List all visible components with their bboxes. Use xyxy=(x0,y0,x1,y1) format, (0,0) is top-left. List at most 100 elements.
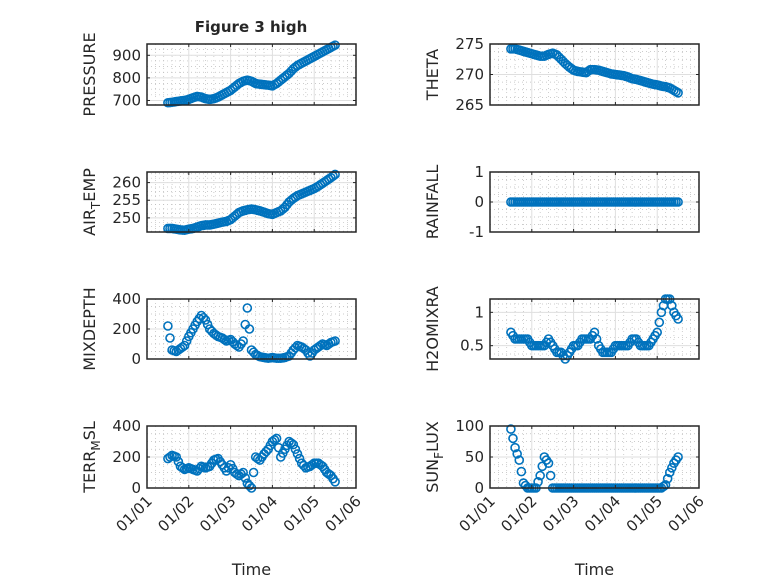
x-tick-label: 01/03 xyxy=(539,492,582,535)
data-point xyxy=(673,314,683,324)
data-point xyxy=(673,452,683,462)
y-tick-label: 400 xyxy=(112,290,141,308)
series-sun_flux xyxy=(506,424,683,493)
x-tick-label: 01/03 xyxy=(196,492,239,535)
y-axis-label: PRESSURE xyxy=(80,32,99,116)
y-tick-label: 700 xyxy=(112,91,141,109)
data-point xyxy=(232,469,242,479)
series-rainfall xyxy=(506,197,683,207)
data-point xyxy=(240,473,251,483)
y-axis-label: MIXDEPTH xyxy=(80,287,99,370)
y-tick-label: 1 xyxy=(474,163,484,181)
subplot-theta: 265 270 275 THETA xyxy=(423,35,700,114)
axes-box xyxy=(146,43,357,106)
data-point xyxy=(658,481,669,492)
data-point xyxy=(514,455,525,465)
data-point xyxy=(248,467,259,478)
subplot-rainfall: -1 0 1 RAINFALL xyxy=(423,163,700,241)
x-tick-label: 01/04 xyxy=(238,492,281,535)
data-point xyxy=(165,452,175,462)
y-tick-label: 800 xyxy=(112,69,141,87)
data-point xyxy=(543,458,554,469)
y-tick-label: 0.5 xyxy=(460,337,484,355)
data-point xyxy=(330,169,340,180)
x-tick-label: 01/06 xyxy=(322,492,365,535)
data-point xyxy=(290,444,301,455)
series-pressure xyxy=(163,40,340,108)
x-tick-label: 01/02 xyxy=(497,492,540,535)
series-theta xyxy=(506,44,683,98)
subplot-h2omixra: 0.5 1 H2OMIXRA xyxy=(423,286,700,372)
data-point xyxy=(508,433,518,444)
y-axis-label: THETA xyxy=(423,49,442,101)
data-point xyxy=(652,327,663,338)
data-point xyxy=(516,466,527,477)
data-point xyxy=(232,340,242,351)
data-point xyxy=(660,480,671,490)
subplot-terr_msl: 0 200 400 TERRMSL 01/0101/0201/0301/0401/050… xyxy=(80,417,365,579)
data-point xyxy=(330,40,340,50)
y-tick-label: 0 xyxy=(131,479,141,497)
y-axis-label: H2OMIXRA xyxy=(423,286,442,372)
x-axis-label: Time xyxy=(574,560,614,579)
axes-box xyxy=(146,171,357,233)
y-tick-label: 0 xyxy=(474,479,484,497)
data-point xyxy=(535,470,545,481)
data-point xyxy=(171,452,182,462)
x-tick-label: 01/04 xyxy=(581,492,624,535)
data-point xyxy=(165,333,175,343)
y-tick-label: 200 xyxy=(112,448,141,466)
y-tick-label: 0 xyxy=(474,193,484,211)
data-point xyxy=(545,470,556,481)
series-terr_msl xyxy=(163,433,340,493)
y-tick-label: 255 xyxy=(112,191,141,209)
subplot-pressure: 700 800 900 PRESSURE xyxy=(80,32,357,117)
data-point xyxy=(238,467,248,478)
data-point xyxy=(662,473,673,484)
y-tick-label: 50 xyxy=(465,448,484,466)
data-point xyxy=(294,453,305,464)
data-point xyxy=(242,303,253,313)
data-point xyxy=(673,88,683,98)
subplot-mixdepth: 0 200 400 MIXDEPTH xyxy=(80,287,357,371)
data-point xyxy=(510,442,520,453)
data-point xyxy=(200,315,211,325)
y-tick-label: 200 xyxy=(112,320,141,338)
x-axis-label: Time xyxy=(231,560,271,579)
data-point xyxy=(269,435,280,445)
data-point xyxy=(506,424,516,434)
x-tick-label: 01/05 xyxy=(280,492,323,535)
figure-title: Figure 3 high xyxy=(195,18,308,36)
y-tick-label: 265 xyxy=(455,96,484,114)
data-point xyxy=(202,319,213,330)
data-point xyxy=(244,324,255,334)
y-tick-label: 260 xyxy=(112,174,141,192)
data-point xyxy=(252,453,263,464)
data-point xyxy=(271,433,282,444)
data-point xyxy=(219,334,230,345)
y-tick-label: 400 xyxy=(112,417,141,435)
y-tick-label: 0 xyxy=(131,350,141,368)
series-h2omixra xyxy=(506,294,683,364)
data-point xyxy=(244,480,255,491)
y-tick-label: 275 xyxy=(455,35,484,53)
axes-box xyxy=(489,298,700,360)
data-point xyxy=(163,321,173,331)
series-air_temp xyxy=(163,169,340,236)
data-point xyxy=(533,476,543,487)
data-point xyxy=(330,476,340,487)
x-tick-label: 01/06 xyxy=(665,492,708,535)
x-tick-label: 01/01 xyxy=(456,492,499,535)
data-point xyxy=(198,312,209,323)
y-axis-label: RAINFALL xyxy=(423,165,442,240)
y-tick-label: 900 xyxy=(112,46,141,64)
y-axis-label: AIRTEMP xyxy=(80,168,103,236)
x-tick-label: 01/01 xyxy=(113,492,156,535)
data-point xyxy=(181,336,192,346)
x-tick-label: 01/05 xyxy=(623,492,666,535)
data-point xyxy=(330,336,340,346)
subplot-sun_flux: 0 50 100 SUNFLUX 01/0101/0201/0301/0401/0501… xyxy=(423,417,708,579)
